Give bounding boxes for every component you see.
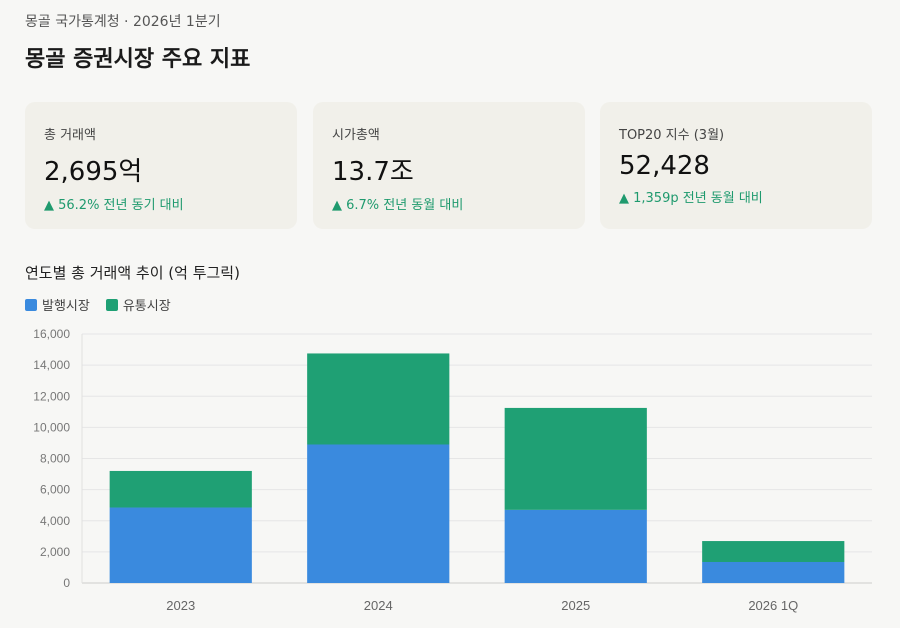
card-label: 시가총액 [332, 128, 380, 143]
card-market-cap: 시가총액 13.7조 ▲ 6.7% 전년 동월 대비 [313, 102, 585, 229]
legend-label: 발행시장 [42, 299, 90, 314]
card-label: TOP20 지수 (3월) [619, 128, 725, 143]
y-tick-label: 8,000 [40, 452, 70, 466]
legend-label: 유통시장 [122, 299, 171, 314]
bar-issuance [109, 507, 252, 583]
source-subtitle: 몽골 국가통계청 · 2026년 1분기 [25, 14, 221, 30]
y-tick-label: 0 [63, 576, 70, 590]
y-tick-label: 2,000 [40, 545, 70, 559]
bar-issuance [307, 444, 450, 583]
x-tick-label: 2025 [561, 598, 590, 613]
card-change: ▲ 56.2% 전년 동기 대비 [44, 198, 184, 213]
bar-trading [109, 470, 252, 508]
bar-trading [702, 541, 845, 562]
chart-title: 연도별 총 거래액 추이 (억 투그릭) [25, 264, 240, 282]
card-top20-index: TOP20 지수 (3월) 52,428 ▲ 1,359p 전년 동월 대비 [600, 102, 872, 229]
y-tick-label: 10,000 [33, 420, 70, 434]
bar-trading [504, 407, 647, 510]
stacked-bar-chart: 0 2,000 4,000 6,000 8,000 10,000 12,000 14,000 1… [33, 327, 872, 613]
y-tick-label: 16,000 [33, 327, 70, 341]
card-change: ▲ 1,359p 전년 동월 대비 [619, 191, 763, 206]
legend-item-issuance[interactable]: 발행시장 [25, 295, 90, 314]
card-total-volume: 총 거래액 2,695억 ▲ 56.2% 전년 동기 대비 [25, 102, 297, 229]
legend-item-trading[interactable]: 유통시장 [105, 295, 171, 314]
x-tick-label: 2023 [166, 598, 195, 613]
bar-issuance [504, 509, 647, 583]
legend-swatch [105, 298, 118, 311]
y-tick-label: 4,000 [40, 514, 70, 528]
y-tick-label: 14,000 [33, 358, 70, 372]
card-value: 13.7조 [332, 157, 414, 187]
bar-issuance [702, 561, 845, 583]
card-value: 52,428 [619, 151, 710, 181]
y-tick-label: 12,000 [33, 389, 70, 403]
x-tick-label: 2024 [364, 598, 393, 613]
legend-swatch [25, 298, 37, 311]
x-tick-label: 2026 1Q [748, 598, 798, 613]
card-change: ▲ 6.7% 전년 동월 대비 [332, 198, 464, 213]
card-value: 2,695억 [44, 157, 143, 187]
y-tick-label: 6,000 [40, 483, 70, 497]
bar-trading [307, 353, 450, 445]
card-label: 총 거래액 [44, 128, 96, 143]
chart-legend: 발행시장 유통시장 [25, 295, 171, 314]
page-title: 몽골 증권시장 주요 지표 [25, 47, 251, 72]
